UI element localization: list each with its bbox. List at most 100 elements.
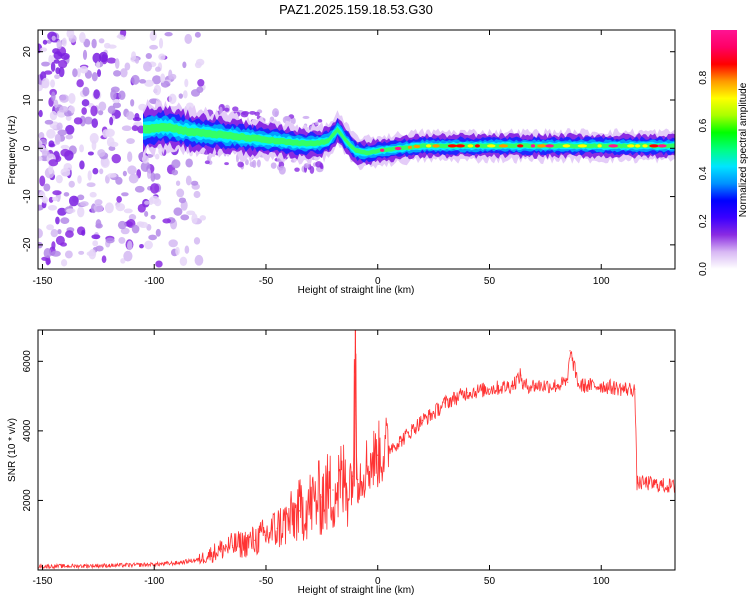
noise-blob [56, 39, 63, 50]
noise-blob [44, 119, 54, 125]
noise-blob [99, 168, 104, 175]
noise-blob [123, 250, 133, 262]
noise-blob [103, 158, 109, 166]
y-tick-label: 4000 [22, 419, 33, 442]
noise-blob [197, 78, 205, 87]
noise-blob [184, 78, 189, 88]
noise-blob [150, 214, 156, 220]
noise-blob [155, 228, 161, 237]
noise-blob [256, 159, 261, 168]
ridge-peak [486, 144, 496, 148]
x-tick-label: -100 [144, 576, 164, 587]
noise-blob [128, 173, 139, 184]
noise-blob [89, 132, 99, 144]
snr-point [357, 479, 359, 481]
noise-blob [176, 188, 185, 198]
noise-blob [150, 183, 160, 194]
noise-blob [97, 149, 106, 157]
noise-blob [317, 119, 323, 123]
noise-blob [154, 198, 162, 207]
snr-point [209, 553, 211, 555]
noise-blob [139, 243, 144, 249]
snr-point [332, 489, 334, 491]
noise-blob [92, 240, 99, 247]
noise-blob [294, 167, 300, 172]
noise-blob [92, 167, 99, 175]
noise-blob [117, 220, 127, 230]
snr-point [511, 385, 513, 387]
noise-blob [107, 44, 117, 49]
x-tick-label: -150 [32, 576, 52, 587]
noise-blob [60, 148, 71, 157]
noise-blob [60, 144, 70, 150]
ridge-peak [537, 144, 547, 148]
snr-point [377, 454, 379, 456]
noise-blob [175, 180, 181, 186]
noise-blob [55, 134, 61, 145]
noise-blob [64, 250, 73, 259]
noise-blob [237, 161, 244, 168]
ridge-peak [577, 144, 588, 148]
noise-blob [77, 206, 85, 218]
snr-point [433, 412, 435, 415]
noise-blob [153, 173, 161, 180]
snr-point [343, 482, 345, 484]
noise-blob [54, 74, 61, 80]
noise-blob [152, 75, 162, 85]
snr-point [567, 381, 569, 383]
y-tick-label: 6000 [22, 350, 33, 373]
noise-blob [38, 84, 43, 92]
noise-blob [148, 234, 157, 241]
snr-point [321, 496, 323, 498]
noise-blob [118, 90, 126, 101]
noise-blob [131, 125, 139, 132]
noise-blob [120, 68, 128, 78]
noise-blob [131, 74, 140, 85]
noise-blob [142, 155, 149, 164]
colorbar-tick-label: 0.6 [698, 118, 709, 132]
noise-blob [48, 140, 55, 147]
noise-blob [178, 197, 187, 204]
noise-blob [101, 255, 107, 264]
y-tick-label: 2000 [22, 489, 33, 512]
noise-blob [146, 168, 152, 180]
noise-blob [155, 66, 161, 72]
noise-blob [60, 167, 71, 177]
noise-blob [46, 224, 55, 231]
x-tick-label: -100 [144, 276, 164, 287]
noise-blob [115, 176, 123, 185]
noise-blob [66, 208, 76, 214]
snr-point [645, 482, 647, 484]
snr-point [131, 564, 133, 566]
noise-blob [92, 52, 102, 64]
noise-blob [72, 68, 78, 78]
noise-blob [182, 61, 187, 69]
noise-blob [63, 192, 70, 197]
ridge-peak [634, 144, 641, 148]
noise-blob [42, 39, 48, 45]
noise-blob [53, 59, 60, 64]
noise-blob [48, 159, 59, 167]
noise-blob [76, 79, 84, 88]
noise-blob [252, 159, 257, 169]
noise-blob [38, 156, 43, 162]
noise-blob [66, 30, 75, 39]
noise-blob [38, 141, 42, 149]
ridge-peak [608, 144, 619, 148]
snr-point [623, 388, 625, 390]
noise-blob [127, 165, 137, 175]
noise-blob [224, 162, 229, 166]
noise-blob [79, 144, 84, 153]
snr-panel: -150 -100 -50 0 50 100 2000 4000 6000 Height of… [7, 329, 676, 596]
ridge-peak [455, 144, 465, 148]
noise-blob [46, 128, 56, 139]
x-tick-label: 50 [484, 576, 496, 587]
snr-point [287, 520, 289, 522]
noise-blob [171, 169, 179, 176]
noise-blob [168, 93, 177, 105]
noise-blob [59, 94, 70, 103]
noise-blob [135, 121, 143, 127]
x-tick-label: 100 [593, 576, 610, 587]
noise-blob [88, 249, 97, 260]
